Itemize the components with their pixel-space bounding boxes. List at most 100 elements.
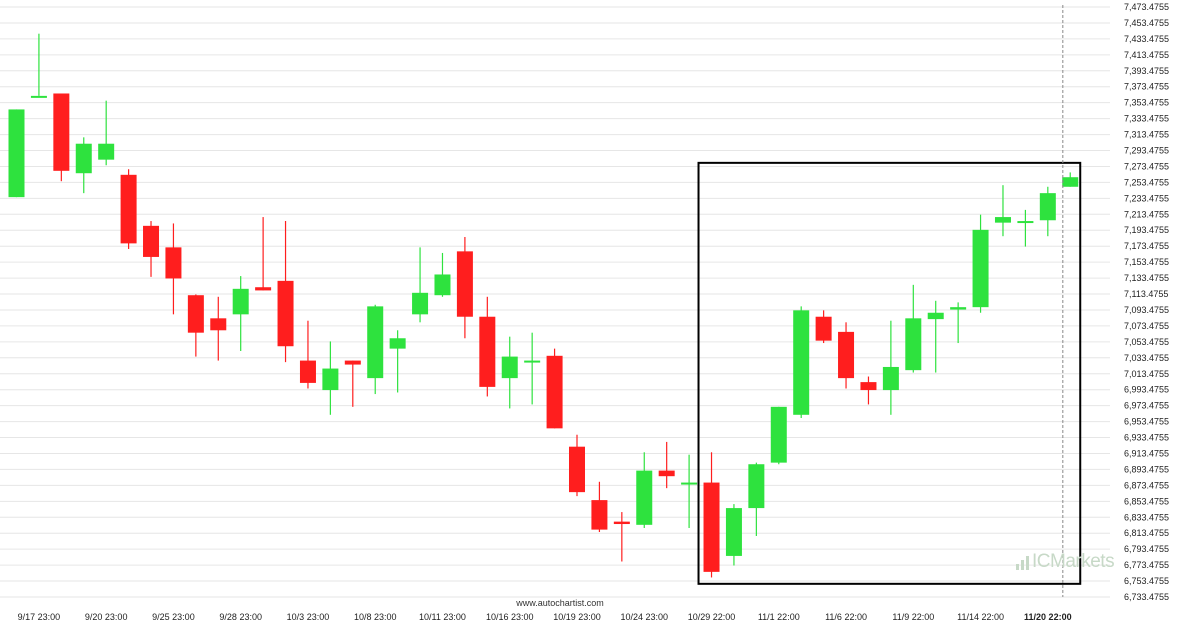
candle-down <box>569 434 585 497</box>
x-tick-label: 10/8 23:00 <box>354 612 397 622</box>
y-tick-label: 7,473.4755 <box>1124 2 1169 12</box>
candle-down <box>120 169 137 249</box>
y-tick-label: 7,113.4755 <box>1124 289 1168 299</box>
candle-body <box>860 382 877 391</box>
candle-body <box>950 307 967 310</box>
y-tick-label: 6,813.4755 <box>1124 528 1169 538</box>
candle-up <box>882 320 899 415</box>
y-tick-label: 7,253.4755 <box>1124 177 1169 187</box>
y-tick-label: 6,773.4755 <box>1124 560 1169 570</box>
pattern-box-layer <box>697 161 1082 585</box>
candle-up <box>636 452 653 529</box>
candle-body <box>748 464 765 509</box>
y-tick-label: 6,853.4755 <box>1124 496 1169 506</box>
candle-up <box>1039 186 1056 237</box>
x-tick-label: 11/20 22:00 <box>1024 612 1072 622</box>
y-tick-label: 7,053.4755 <box>1124 337 1169 347</box>
candle-up <box>1062 172 1079 187</box>
candle-down <box>53 93 70 182</box>
candle-body <box>838 331 855 379</box>
brand-logo: ICMarkets <box>1016 550 1115 574</box>
candle-body <box>299 360 316 383</box>
candle-down <box>143 221 160 277</box>
y-tick-label: 7,353.4755 <box>1124 98 1169 108</box>
candle-body <box>75 143 92 174</box>
x-tick-label: 9/28 23:00 <box>219 612 262 622</box>
y-tick-label: 7,433.4755 <box>1124 34 1169 44</box>
candle-body <box>1062 177 1079 187</box>
candle-down <box>255 217 272 291</box>
candle-body <box>143 225 160 257</box>
candle-body <box>120 174 137 244</box>
y-tick-label: 7,413.4755 <box>1124 50 1169 60</box>
y-tick-label: 6,933.4755 <box>1124 433 1169 443</box>
candle-body <box>972 229 989 308</box>
candle-up <box>748 462 765 536</box>
y-tick-label: 7,013.4755 <box>1124 369 1169 379</box>
candle-body <box>546 355 563 429</box>
x-tick-label: 10/24 23:00 <box>620 612 668 622</box>
candle-up <box>434 252 451 297</box>
candle-up <box>725 504 742 566</box>
candle-body <box>367 306 384 379</box>
y-tick-label: 7,393.4755 <box>1124 66 1169 76</box>
x-tick-label: 11/14 22:00 <box>957 612 1004 622</box>
candle-body <box>927 312 944 320</box>
candle-body <box>815 316 832 341</box>
x-tick-label: 10/16 23:00 <box>486 612 534 622</box>
candle-up <box>232 276 249 352</box>
candle-up <box>905 284 922 373</box>
candles <box>8 33 1079 578</box>
candle-body <box>882 366 899 391</box>
candle-body <box>210 318 227 331</box>
y-tick-label: 7,233.4755 <box>1124 193 1169 203</box>
candle-body <box>1017 221 1034 224</box>
y-tick-label: 6,913.4755 <box>1124 448 1169 458</box>
candle-up <box>30 33 47 98</box>
candle-up <box>389 330 406 393</box>
candle-down <box>703 452 720 578</box>
candle-body <box>658 470 675 477</box>
candle-down <box>299 320 316 389</box>
candle-body <box>322 368 339 391</box>
y-tick-label: 7,133.4755 <box>1124 273 1169 283</box>
y-tick-label: 7,213.4755 <box>1124 209 1169 219</box>
candle-up <box>1017 209 1034 247</box>
candle-up <box>501 336 518 409</box>
candle-body <box>905 318 922 371</box>
candle-body <box>479 316 496 387</box>
candle-body <box>255 287 272 291</box>
y-tick-label: 7,273.4755 <box>1124 161 1169 171</box>
candle-body <box>703 482 720 572</box>
candle-up <box>681 454 698 529</box>
y-tick-label: 6,833.4755 <box>1124 512 1169 522</box>
candle-down <box>479 296 496 397</box>
candle-down <box>187 294 204 357</box>
bars-logo-icon <box>1016 554 1029 570</box>
candle-up <box>770 406 787 465</box>
candle-up <box>8 109 25 198</box>
candle-down <box>277 221 294 363</box>
candle-body <box>187 295 204 333</box>
candle-down <box>344 360 361 407</box>
candle-down <box>456 237 473 339</box>
y-tick-label: 7,453.4755 <box>1124 18 1169 28</box>
candle-down <box>815 310 832 344</box>
candle-body <box>232 288 249 315</box>
candle-body <box>412 292 429 315</box>
x-tick-label: 11/6 22:00 <box>825 612 867 622</box>
y-tick-label: 6,753.4755 <box>1124 576 1169 586</box>
candle-down <box>838 322 855 389</box>
y-tick-label: 7,193.4755 <box>1124 225 1169 235</box>
candle-body <box>524 360 541 363</box>
source-watermark: www.autochartist.com <box>516 598 604 608</box>
candle-body <box>8 109 25 198</box>
candle-body <box>591 500 608 530</box>
candle-down <box>546 348 563 429</box>
candle-body <box>569 446 585 493</box>
gridlines <box>0 6 1110 598</box>
candle-body <box>53 93 70 171</box>
candle-up <box>994 185 1011 237</box>
